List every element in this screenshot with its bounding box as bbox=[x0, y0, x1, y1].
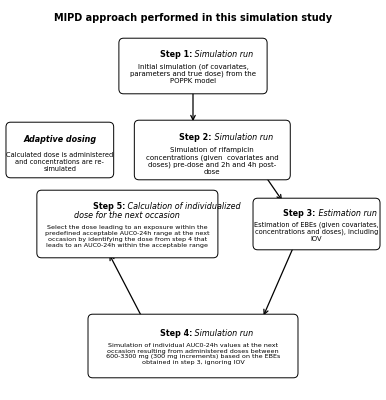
FancyBboxPatch shape bbox=[37, 190, 218, 258]
Text: Step 2:: Step 2: bbox=[179, 134, 212, 142]
Text: Simulation run: Simulation run bbox=[212, 134, 273, 142]
Text: Step 5:: Step 5: bbox=[93, 202, 125, 211]
Text: Calculated dose is administered
and concentrations are re-
simulated: Calculated dose is administered and conc… bbox=[6, 152, 113, 172]
FancyBboxPatch shape bbox=[253, 198, 380, 250]
Text: Calculation of individualized: Calculation of individualized bbox=[125, 202, 241, 211]
Text: Simulation of individual AUC0-24h values at the next
occasion resulting from adm: Simulation of individual AUC0-24h values… bbox=[106, 343, 280, 365]
Text: Initial simulation (of covariates,
parameters and true dose) from the
POPPK mode: Initial simulation (of covariates, param… bbox=[130, 63, 256, 84]
Text: Simulation of rifampicin
concentrations (given  covariates and
doses) pre-dose a: Simulation of rifampicin concentrations … bbox=[146, 147, 279, 175]
Text: Simulation run: Simulation run bbox=[192, 50, 254, 60]
Text: Simulation run: Simulation run bbox=[192, 328, 254, 338]
Text: Estimation run: Estimation run bbox=[316, 210, 377, 218]
Text: MIPD approach performed in this simulation study: MIPD approach performed in this simulati… bbox=[54, 13, 332, 23]
Text: Step 1:: Step 1: bbox=[160, 50, 192, 60]
Text: Select the dose leading to an exposure within the
predefined acceptable AUC0-24h: Select the dose leading to an exposure w… bbox=[45, 225, 210, 248]
Text: Estimation of EBEs (given covariates,
concentrations and doses), including
IOV: Estimation of EBEs (given covariates, co… bbox=[254, 222, 379, 242]
Text: dose for the next occasion: dose for the next occasion bbox=[74, 211, 180, 220]
FancyBboxPatch shape bbox=[119, 38, 267, 94]
Text: Step 4:: Step 4: bbox=[160, 328, 192, 338]
Text: Adaptive dosing: Adaptive dosing bbox=[23, 135, 96, 144]
FancyBboxPatch shape bbox=[6, 122, 114, 178]
FancyBboxPatch shape bbox=[88, 314, 298, 378]
Text: Step 3:: Step 3: bbox=[283, 210, 316, 218]
FancyBboxPatch shape bbox=[134, 120, 290, 180]
